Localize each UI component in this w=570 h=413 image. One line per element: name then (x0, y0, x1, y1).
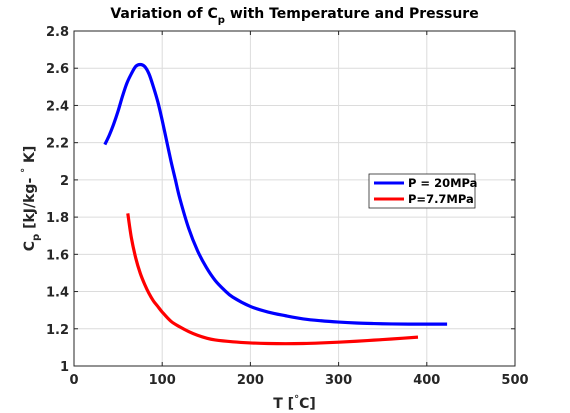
y-tick-label: 2.6 (46, 62, 69, 77)
y-axis-label: Cp [kJ/kg- ° K] (20, 146, 42, 252)
series-layer (103, 62, 448, 346)
y-tick-label: 1.6 (46, 248, 69, 263)
x-tick-label: 500 (501, 373, 528, 388)
y-tick-label: 1.2 (46, 323, 69, 338)
y-tick-label: 1 (60, 360, 69, 375)
x-axis-label: T [°C] (273, 394, 316, 412)
x-tick-label: 100 (149, 373, 176, 388)
y-tick-label: 2 (60, 174, 69, 189)
ticks: 0 100 200 300 400 500 1 1.2 1.4 1.6 1.8 2 2.2 2.4 2.6 2… (46, 25, 529, 388)
y-tick-label: 1.8 (46, 211, 69, 226)
series-line-0 (103, 62, 448, 326)
y-tick-label: 2.8 (46, 25, 69, 40)
y-tick-label: 2.4 (46, 99, 69, 114)
axes-box (73, 30, 516, 367)
legend-label-20mpa: P = 20MPa (408, 176, 477, 190)
legend-box (368, 173, 476, 209)
x-tick-label: 0 (69, 373, 78, 388)
legend-label-7-7mpa: P=7.7MPa (408, 192, 474, 206)
x-tick-label: 400 (413, 373, 440, 388)
y-tick-label: 1.4 (46, 286, 69, 301)
chart-title: Variation of Cp with Temperature and Pre… (110, 6, 478, 26)
series-line-1 (126, 213, 419, 346)
legend: P = 20MPa P=7.7MPa (368, 173, 477, 209)
x-tick-label: 200 (237, 373, 264, 388)
y-tick-label: 2.2 (46, 137, 69, 152)
x-tick-label: 300 (325, 373, 352, 388)
